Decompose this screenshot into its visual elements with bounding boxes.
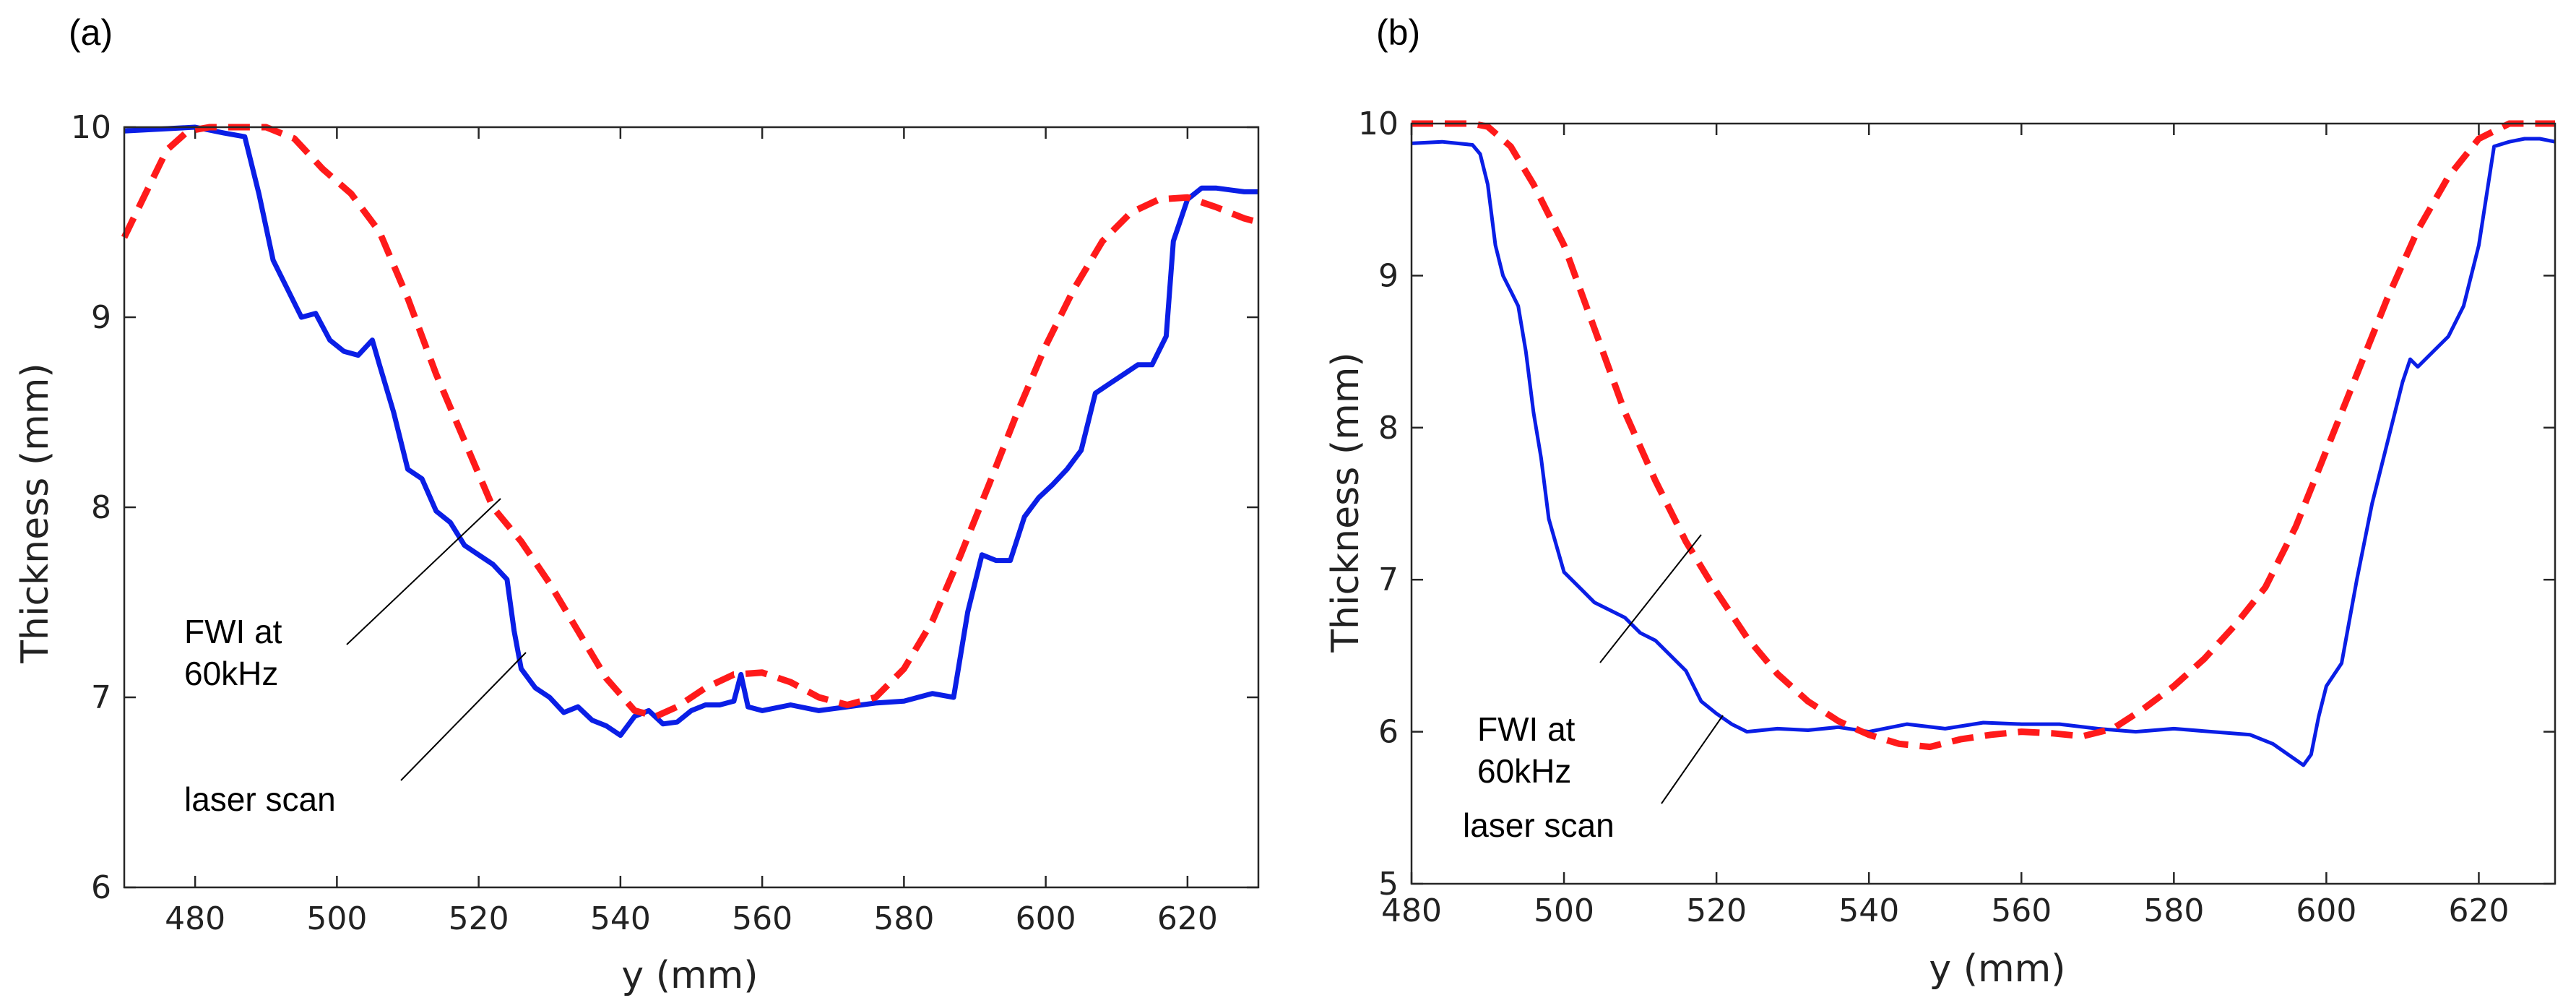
annotation-laser-leader-a xyxy=(400,652,527,781)
plot-frame-b xyxy=(1410,122,2556,885)
y-tick-label-a-8: 8 xyxy=(91,489,111,526)
annotation-fwi-line2-a: 60kHz xyxy=(184,655,278,692)
y-tick-label-a-9: 9 xyxy=(91,299,111,336)
annotation-fwi-leader-a xyxy=(346,498,501,645)
x-tick-label-a-480: 480 xyxy=(165,900,225,937)
x-axis-label-b: y (mm) xyxy=(1929,947,2065,991)
annotation-fwi-leader-b xyxy=(1599,534,1702,663)
y-tick-label-a-7: 7 xyxy=(91,679,111,716)
annotation-laser-a: laser scan xyxy=(184,780,336,818)
x-tick-label-a-560: 560 xyxy=(732,900,792,937)
chart-panel-b: (b) 480 500 520 540 560 580 600 620 5 6 7 8 9 10 y (… xyxy=(1324,12,2556,991)
x-tick-label-a-620: 620 xyxy=(1157,900,1218,937)
y-axis-label-b: Thickness (mm) xyxy=(1324,352,1367,653)
series-laser-scan-line-a xyxy=(124,124,1258,739)
y-tick-label-b-7: 7 xyxy=(1378,561,1399,598)
plot-frame-a xyxy=(123,126,1260,889)
series-fwi-60khz-line-a xyxy=(121,124,1260,720)
annotation-fwi-line2-b: 60kHz xyxy=(1477,752,1571,790)
x-tick-label-a-540: 540 xyxy=(590,900,651,937)
y-axis-label-a: Thickness (mm) xyxy=(14,363,57,663)
y-tick-label-a-6: 6 xyxy=(91,869,111,906)
x-tick-label-a-600: 600 xyxy=(1016,900,1076,937)
series-laser-scan-line-b xyxy=(1411,137,2556,767)
chart-panel-a: (a) 480 500 520 540 560 580 600 620 6 7 8 9 10 y (m… xyxy=(14,12,1260,997)
y-tick-label-a-10: 10 xyxy=(71,109,111,146)
x-tick-label-b-600: 600 xyxy=(2296,892,2356,929)
x-tick-label-b-580: 580 xyxy=(2143,892,2204,929)
y-tick-label-b-9: 9 xyxy=(1378,257,1399,294)
x-tick-label-b-540: 540 xyxy=(1838,892,1899,929)
series-fwi-60khz-line-b xyxy=(1412,120,2555,751)
x-tick-label-b-520: 520 xyxy=(1686,892,1747,929)
y-tick-label-b-8: 8 xyxy=(1378,410,1399,447)
annotation-laser-leader-b xyxy=(1661,715,1724,804)
x-axis-label-a: y (mm) xyxy=(621,954,758,997)
panel-label-a: (a) xyxy=(69,12,113,53)
x-tick-label-a-500: 500 xyxy=(306,900,367,937)
y-tick-label-b-6: 6 xyxy=(1378,714,1399,751)
annotation-fwi-line1-a: FWI at xyxy=(184,613,282,650)
x-tick-label-b-560: 560 xyxy=(1991,892,2052,929)
y-tick-label-b-10: 10 xyxy=(1358,106,1399,142)
x-tick-label-a-580: 580 xyxy=(873,900,934,937)
x-tick-label-a-520: 520 xyxy=(449,900,509,937)
x-tick-label-b-480: 480 xyxy=(1381,892,1442,929)
panel-label-b: (b) xyxy=(1376,12,1420,53)
annotation-laser-b: laser scan xyxy=(1463,806,1615,844)
y-tick-label-b-5: 5 xyxy=(1378,866,1399,903)
x-tick-label-b-620: 620 xyxy=(2448,892,2509,929)
annotation-fwi-line1-b: FWI at xyxy=(1477,710,1576,748)
x-tick-label-b-500: 500 xyxy=(1534,892,1594,929)
